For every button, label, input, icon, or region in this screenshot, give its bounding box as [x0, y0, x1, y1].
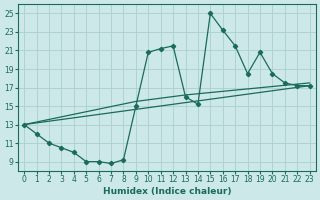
X-axis label: Humidex (Indice chaleur): Humidex (Indice chaleur): [103, 187, 231, 196]
